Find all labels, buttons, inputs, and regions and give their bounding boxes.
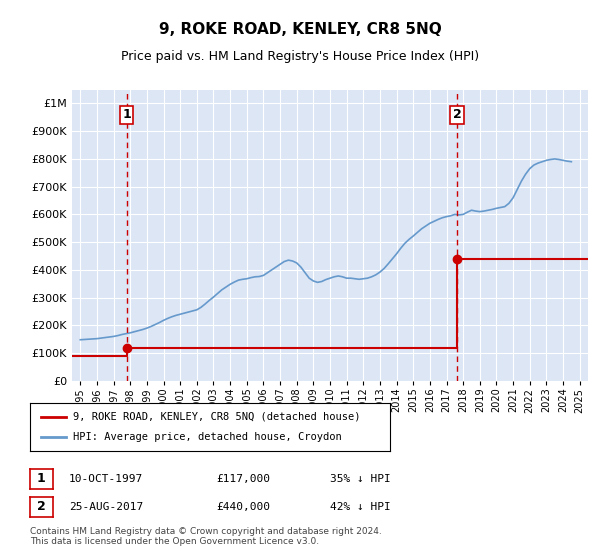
- Text: 2: 2: [37, 500, 46, 514]
- Text: 9, ROKE ROAD, KENLEY, CR8 5NQ: 9, ROKE ROAD, KENLEY, CR8 5NQ: [158, 22, 442, 38]
- Text: 42% ↓ HPI: 42% ↓ HPI: [330, 502, 391, 512]
- Text: 1: 1: [122, 108, 131, 121]
- Text: 2: 2: [453, 108, 462, 121]
- Text: Contains HM Land Registry data © Crown copyright and database right 2024.
This d: Contains HM Land Registry data © Crown c…: [30, 526, 382, 546]
- Text: £440,000: £440,000: [216, 502, 270, 512]
- Text: 10-OCT-1997: 10-OCT-1997: [69, 474, 143, 484]
- Text: HPI: Average price, detached house, Croydon: HPI: Average price, detached house, Croy…: [73, 432, 342, 442]
- Text: 25-AUG-2017: 25-AUG-2017: [69, 502, 143, 512]
- Text: 1: 1: [37, 472, 46, 486]
- Text: 35% ↓ HPI: 35% ↓ HPI: [330, 474, 391, 484]
- Text: £117,000: £117,000: [216, 474, 270, 484]
- Text: 9, ROKE ROAD, KENLEY, CR8 5NQ (detached house): 9, ROKE ROAD, KENLEY, CR8 5NQ (detached …: [73, 412, 361, 422]
- Text: Price paid vs. HM Land Registry's House Price Index (HPI): Price paid vs. HM Land Registry's House …: [121, 50, 479, 63]
